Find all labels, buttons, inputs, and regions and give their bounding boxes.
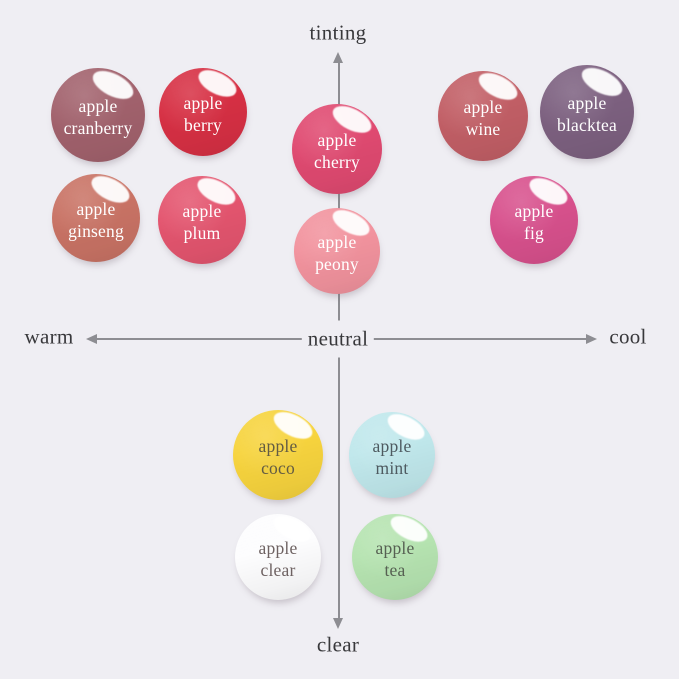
product-label-line2: fig (523, 222, 545, 243)
product-label-line1: apple (182, 200, 222, 221)
product-label-line2: berry (184, 114, 222, 135)
product-label: apple fig (515, 196, 554, 244)
product-circle-apple-plum: apple plum (158, 173, 246, 264)
product-label: apple tea (376, 533, 415, 581)
product-label-line1: apple (567, 92, 607, 113)
product-label: apple ginseng (68, 194, 124, 242)
product-label-line1: apple (514, 200, 554, 221)
product-label: apple mint (373, 431, 412, 479)
product-label-line2: blacktea (557, 114, 617, 135)
product-label-line2: ginseng (68, 220, 124, 241)
product-label-line2: tea (384, 559, 406, 580)
arrowhead-left-icon (86, 333, 97, 344)
product-label-line1: apple (258, 537, 298, 558)
arrowhead-right-icon (586, 333, 597, 344)
product-label-line2: coco (261, 457, 295, 478)
axis-label-warm: warm (24, 324, 74, 349)
product-label-line1: apple (372, 435, 412, 456)
product-label-line1: apple (183, 92, 223, 113)
product-circle-apple-clear: apple clear (235, 511, 321, 600)
product-label: apple clear (259, 533, 298, 581)
axis-label-cool: cool (609, 324, 647, 349)
product-label-line1: apple (375, 537, 415, 558)
product-label-line2: plum (183, 222, 221, 243)
product-label: apple cherry (314, 125, 360, 173)
axis-label-tinting: tinting (309, 20, 367, 45)
arrowhead-up-icon (333, 52, 343, 63)
product-label-line2: peony (315, 253, 359, 274)
product-circle-apple-blacktea: apple blacktea (540, 61, 634, 159)
product-label-line1: apple (317, 231, 357, 252)
product-label: apple wine (464, 92, 503, 140)
product-label: apple cranberry (64, 91, 133, 139)
product-label-line2: cherry (314, 151, 360, 172)
product-circle-apple-ginseng: apple ginseng (52, 171, 140, 262)
product-circle-apple-fig: apple fig (490, 173, 578, 264)
product-label: apple berry (184, 88, 223, 136)
product-circle-apple-wine: apple wine (438, 67, 528, 161)
product-label-line2: clear (260, 559, 296, 580)
product-label: apple peony (315, 227, 359, 275)
product-circle-apple-coco: apple coco (233, 406, 323, 500)
product-label: apple plum (183, 196, 222, 244)
product-label: apple coco (259, 431, 298, 479)
axis-label-clear: clear (316, 632, 360, 657)
product-label-line2: mint (375, 457, 409, 478)
axis-label-neutral: neutral (301, 320, 375, 358)
product-circle-apple-berry: apple berry (159, 65, 247, 156)
product-circle-apple-cranberry: apple cranberry (51, 64, 145, 162)
product-label-line1: apple (78, 95, 118, 116)
product-circle-apple-peony: apple peony (294, 205, 380, 294)
product-circle-apple-tea: apple tea (352, 511, 438, 600)
product-label: apple blacktea (557, 88, 617, 136)
product-label-line2: cranberry (63, 117, 133, 138)
arrowhead-down-icon (333, 618, 343, 629)
product-circle-apple-mint: apple mint (349, 409, 435, 498)
product-label-line1: apple (463, 96, 503, 117)
product-label-line1: apple (317, 129, 357, 150)
product-label-line2: wine (465, 118, 501, 139)
product-label-line1: apple (76, 198, 116, 219)
product-label-line1: apple (258, 435, 298, 456)
product-circle-apple-cherry: apple cherry (292, 100, 382, 194)
